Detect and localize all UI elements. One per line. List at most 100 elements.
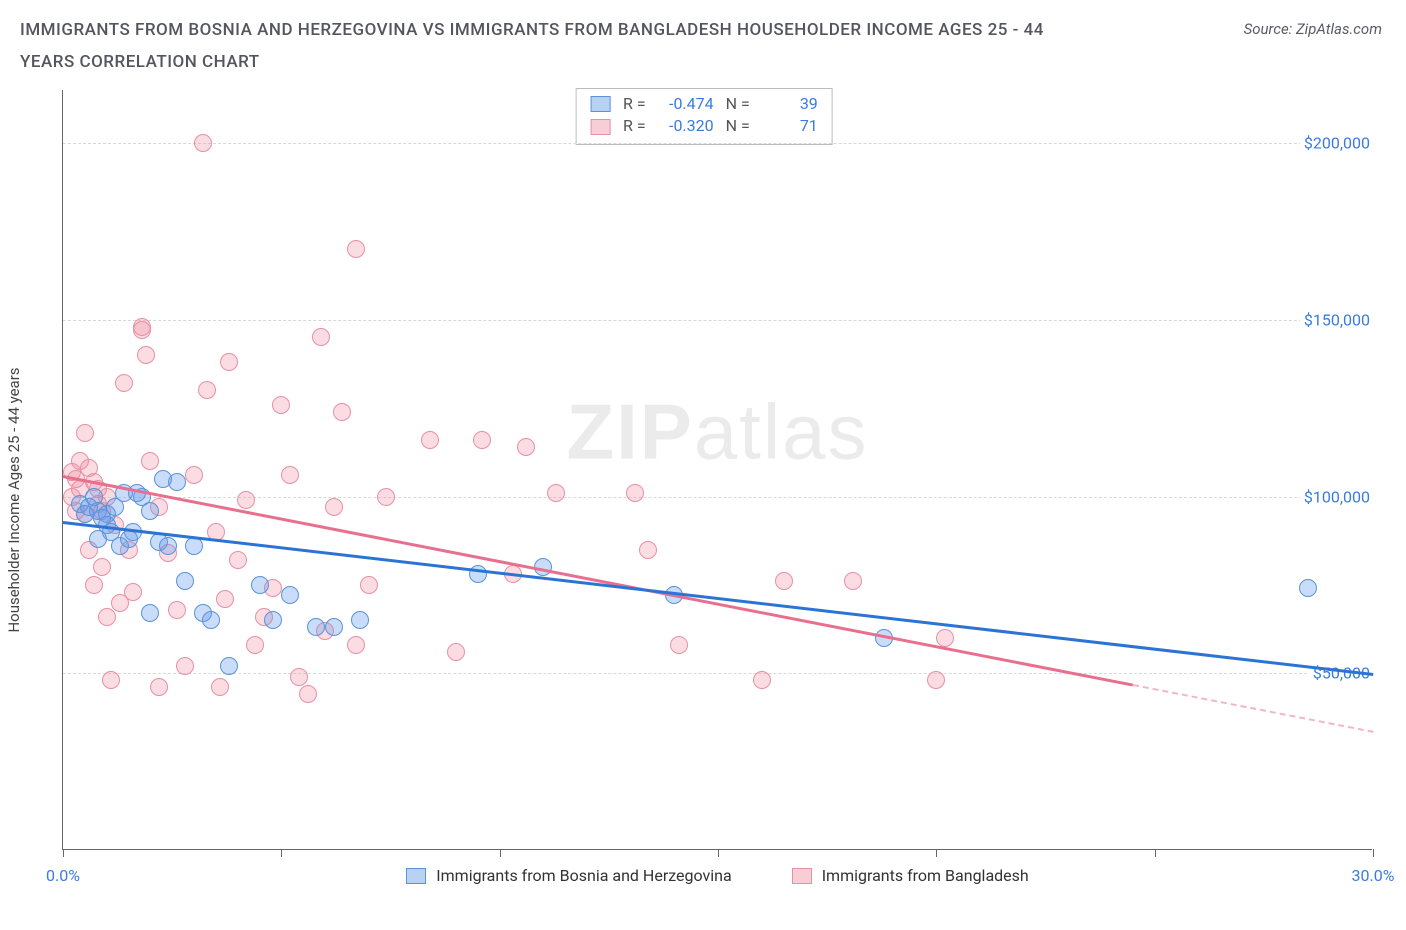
y-tick-label: $100,000 [1300,487,1374,506]
grid-line [63,320,1372,321]
data-point-a [251,576,269,594]
swatch-b-icon [591,119,611,135]
legend-label-b: Immigrants from Bangladesh [822,866,1029,885]
chart-container: Householder Income Ages 25 - 44 years ZI… [20,90,1386,910]
y-tick-label: $200,000 [1300,134,1374,153]
grid-line [63,143,1372,144]
r-key: R = [623,93,646,115]
data-point-b [237,491,255,509]
data-point-b [299,685,317,703]
data-point-a [325,618,343,636]
n-value-b: 71 [762,115,818,137]
swatch-a-icon [591,96,611,112]
data-point-b [281,466,299,484]
trend-line-b [63,475,1133,686]
data-point-b [133,321,151,339]
data-point-b [229,551,247,569]
n-key: N = [726,115,750,137]
data-point-b [98,608,116,626]
x-tick [936,849,937,857]
data-point-b [447,643,465,661]
stats-legend: R = -0.474 N = 39 R = -0.320 N = 71 [576,88,833,145]
data-point-b [93,558,111,576]
data-point-b [775,572,793,590]
data-point-a [159,537,177,555]
data-point-a [154,470,172,488]
data-point-a [264,611,282,629]
y-tick-label: $150,000 [1300,310,1374,329]
data-point-b [102,671,120,689]
stats-row-b: R = -0.320 N = 71 [591,115,818,137]
data-point-b [360,576,378,594]
r-value-a: -0.474 [658,93,714,115]
data-point-b [927,671,945,689]
r-value-b: -0.320 [658,115,714,137]
data-point-a [202,611,220,629]
data-point-b [194,134,212,152]
data-point-b [639,541,657,559]
data-point-b [844,572,862,590]
legend-label-a: Immigrants from Bosnia and Herzegovina [436,866,731,885]
data-point-b [547,484,565,502]
data-point-b [124,583,142,601]
data-point-b [272,396,290,414]
data-point-b [168,601,186,619]
data-point-a [281,586,299,604]
stats-row-a: R = -0.474 N = 39 [591,93,818,115]
data-point-b [76,424,94,442]
data-point-b [473,431,491,449]
grid-line [63,497,1372,498]
data-point-a [1299,579,1317,597]
trend-line-ext-b [1133,684,1374,733]
watermark: ZIPatlas [566,386,868,477]
n-value-a: 39 [762,93,818,115]
legend-item-b: Immigrants from Bangladesh [792,866,1029,885]
data-point-b [753,671,771,689]
legend-item-a: Immigrants from Bosnia and Herzegovina [406,866,731,885]
data-point-b [312,328,330,346]
data-point-a [351,611,369,629]
data-point-b [137,346,155,364]
x-tick [1155,849,1156,857]
y-axis-label: Householder Income Ages 25 - 44 years [5,367,23,632]
data-point-b [150,678,168,696]
data-point-b [333,403,351,421]
bottom-legend: Immigrants from Bosnia and Herzegovina I… [63,866,1372,885]
x-tick [500,849,501,857]
chart-title: IMMIGRANTS FROM BOSNIA AND HERZEGOVINA V… [20,14,1100,79]
data-point-a [141,502,159,520]
data-point-a [141,604,159,622]
n-key: N = [726,93,750,115]
data-point-b [347,240,365,258]
data-point-b [325,498,343,516]
x-tick-label: 30.0% [1352,866,1395,885]
data-point-b [216,590,234,608]
data-point-b [220,353,238,371]
x-tick-label: 0.0% [46,866,80,885]
data-point-b [211,678,229,696]
data-point-b [85,576,103,594]
data-point-b [246,636,264,654]
data-point-b [115,374,133,392]
data-point-b [347,636,365,654]
x-tick [1373,849,1374,857]
data-point-a [220,657,238,675]
data-point-b [198,381,216,399]
data-point-b [377,488,395,506]
data-point-b [670,636,688,654]
plot-area: ZIPatlas R = -0.474 N = 39 R = -0.320 N … [62,90,1372,850]
swatch-b-icon [792,868,812,884]
data-point-b [517,438,535,456]
data-point-b [185,466,203,484]
data-point-a [185,537,203,555]
data-point-b [936,629,954,647]
x-tick [281,849,282,857]
data-point-b [141,452,159,470]
x-tick [63,849,64,857]
data-point-b [290,668,308,686]
data-point-b [176,657,194,675]
r-key: R = [623,115,646,137]
grid-line [63,673,1372,674]
source-attribution: Source: ZipAtlas.com [1244,20,1382,38]
swatch-a-icon [406,868,426,884]
